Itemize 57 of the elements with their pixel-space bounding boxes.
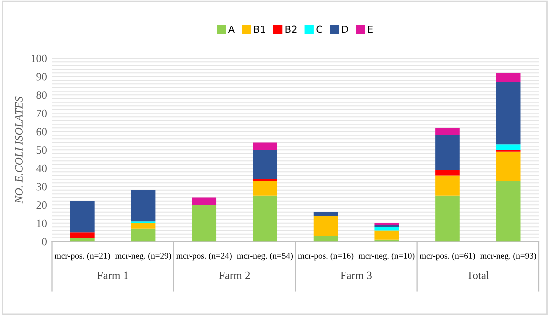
y-tick-label: 20 [36,202,47,210]
y-axis-title: NO. E.COLI ISOLATES [15,96,23,204]
y-tick-label: 100 [32,54,47,62]
legend-label: E [368,26,373,34]
bar [131,228,156,242]
bar [436,128,460,136]
x-tick-label: mcr-pos. (n=24) [176,252,232,261]
bar [496,144,521,150]
bar [374,227,400,231]
text: Farm 1 [98,272,128,280]
bar [131,190,156,222]
bar [70,201,95,233]
y-tick-label: 80 [36,92,47,100]
bar [253,142,278,150]
y-tick-label: 90 [36,73,47,81]
bar [253,181,278,196]
bar [253,196,278,242]
text: Total [467,272,490,280]
y-tick-label: 50 [36,146,47,154]
bar [496,152,521,182]
bar [496,181,521,242]
legend-label: B2 [286,26,297,34]
bar [314,212,338,216]
bar [496,73,521,82]
x-tick-label: mcr-neg. (n=93) [480,252,536,261]
bar [192,205,217,242]
legend-label: C [316,26,322,34]
bar [253,150,278,180]
bar [314,216,338,236]
legend-label: B1 [254,26,266,34]
x-tick-label: mcr-neg. (n=10) [358,252,415,261]
bar [436,196,460,242]
bar [314,236,338,242]
bar [131,223,156,229]
y-tick-label: 10 [37,220,47,228]
bar [496,82,521,145]
bar [70,232,95,238]
text: Farm 2 [219,272,250,280]
text: Farm 3 [340,272,372,280]
y-tick-label: 70 [37,110,47,118]
y-tick-label: 30 [36,183,47,191]
bar [436,135,460,170]
legend-label: D [342,26,348,34]
legend-label: A [228,26,235,34]
bar [374,230,400,240]
x-tick-label: mcr-pos. (n=21) [54,252,110,261]
y-tick-label: 0 [42,238,47,246]
x-tick-label: mcr-neg. (n=54) [237,252,293,261]
bar [70,238,95,242]
x-tick-label: mcr-neg. (n=29) [116,252,172,261]
y-tick-label: 40 [36,164,47,172]
x-tick-label: mcr-pos. (n=16) [298,252,354,261]
x-tick-label: mcr-pos. (n=61) [420,252,476,261]
y-tick-label: 60 [36,128,47,136]
bar [192,198,217,206]
bar [436,170,460,176]
bar [436,176,460,196]
